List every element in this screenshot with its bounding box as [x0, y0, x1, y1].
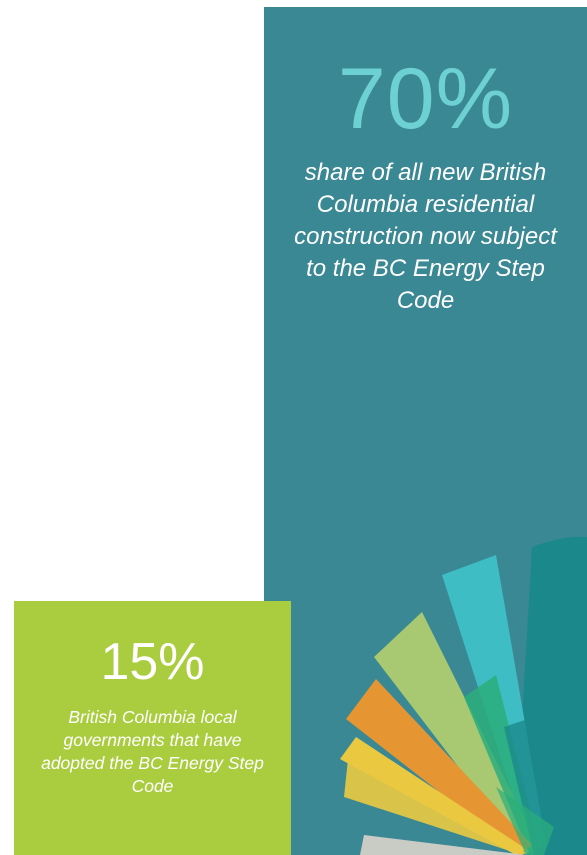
secondary-stat-description: British Columbia local governments that … — [41, 707, 264, 796]
secondary-stat-value: 15% — [100, 633, 205, 691]
color-fan-icon — [340, 536, 587, 855]
green-stat-panel — [14, 601, 291, 855]
main-stat-description: share of all new British Columbia reside… — [294, 159, 557, 314]
teal-stat-panel: 70% share of all new British Columbia re… — [264, 7, 587, 855]
main-stat-value: 70% — [337, 51, 514, 147]
